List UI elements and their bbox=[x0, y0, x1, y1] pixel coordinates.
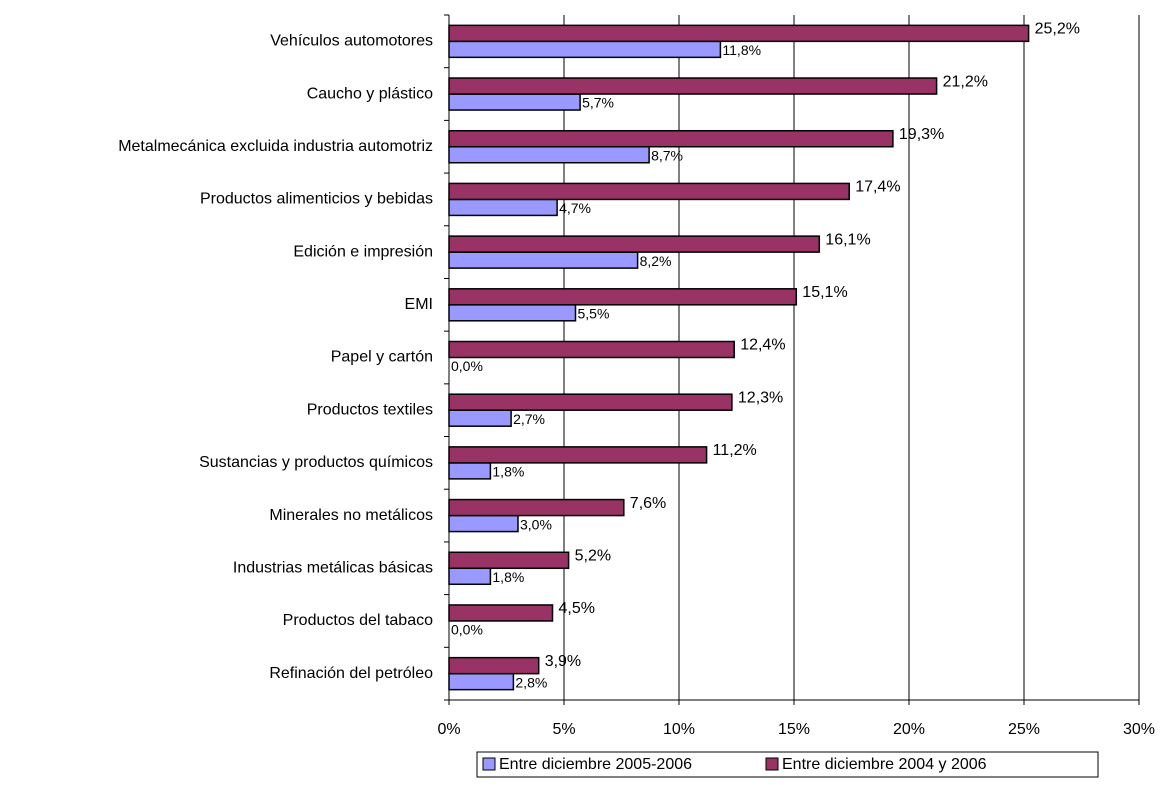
bar bbox=[448, 672, 515, 691]
legend-swatch bbox=[482, 757, 496, 771]
x-tick-label: 20% bbox=[893, 721, 925, 738]
x-tick-label: 30% bbox=[1123, 721, 1155, 738]
y-tick-label: Productos textiles bbox=[307, 401, 433, 418]
y-tick-label: Metalmecánica excluida industria automot… bbox=[118, 138, 433, 155]
y-tick-label: Vehículos automotores bbox=[270, 33, 433, 50]
value-label: 7,6% bbox=[630, 495, 666, 512]
legend-swatch bbox=[765, 757, 779, 771]
value-label: 12,3% bbox=[738, 389, 783, 406]
y-tick-label: Sustancias y productos químicos bbox=[199, 454, 433, 471]
x-tick-label: 25% bbox=[1008, 721, 1040, 738]
value-label: 1,8% bbox=[492, 569, 524, 585]
bar bbox=[448, 198, 558, 217]
value-label: 2,7% bbox=[513, 411, 545, 427]
value-label: 0,0% bbox=[451, 358, 483, 374]
value-label: 12,4% bbox=[740, 337, 785, 354]
value-label: 4,5% bbox=[559, 600, 595, 617]
value-label: 8,7% bbox=[651, 147, 683, 163]
x-tick-label: 10% bbox=[663, 721, 695, 738]
bar bbox=[448, 393, 733, 411]
value-label: 11,2% bbox=[713, 442, 757, 459]
bar bbox=[448, 24, 1030, 43]
x-tick-label: 0% bbox=[437, 721, 460, 738]
y-tick-label: Industrias metálicas básicas bbox=[233, 559, 433, 576]
bar bbox=[448, 340, 735, 359]
value-label: 25,2% bbox=[1035, 21, 1080, 38]
y-tick-label: Minerales no metálicos bbox=[269, 507, 433, 524]
value-label: 0,0% bbox=[451, 622, 483, 638]
value-label: 3,0% bbox=[520, 516, 552, 532]
bar bbox=[448, 656, 540, 675]
bar bbox=[448, 498, 625, 517]
y-tick-label: Refinación del petróleo bbox=[269, 665, 433, 682]
bar bbox=[448, 288, 798, 306]
value-label: 3,9% bbox=[545, 653, 581, 670]
x-tick-label: 15% bbox=[778, 721, 810, 738]
bar bbox=[448, 304, 577, 322]
bar bbox=[448, 40, 722, 59]
bar bbox=[448, 235, 821, 253]
bar bbox=[448, 182, 850, 201]
y-tick-label: Edición e impresión bbox=[293, 243, 433, 260]
value-label: 5,7% bbox=[582, 95, 614, 111]
value-label: 17,4% bbox=[855, 179, 900, 196]
value-label: 15,1% bbox=[802, 284, 847, 301]
value-label: 19,3% bbox=[899, 126, 944, 143]
value-label: 8,2% bbox=[640, 253, 672, 269]
bar bbox=[448, 514, 519, 533]
bar bbox=[448, 93, 581, 111]
value-label: 16,1% bbox=[825, 231, 870, 248]
bar bbox=[448, 567, 492, 586]
y-tick-label: Caucho y plástico bbox=[307, 85, 433, 102]
bar bbox=[448, 129, 894, 148]
y-tick-label: Papel y cartón bbox=[331, 349, 433, 366]
legend-box bbox=[476, 751, 1099, 778]
value-label: 5,2% bbox=[575, 547, 611, 564]
legend-label: Entre diciembre 2004 y 2006 bbox=[782, 756, 987, 773]
value-label: 2,8% bbox=[515, 674, 547, 690]
y-tick-label: EMI bbox=[405, 296, 433, 313]
bar bbox=[448, 551, 570, 570]
legend-label: Entre diciembre 2005-2006 bbox=[499, 756, 692, 773]
bar bbox=[448, 145, 650, 164]
bar bbox=[448, 77, 938, 95]
bar bbox=[448, 409, 512, 427]
value-label: 1,8% bbox=[492, 464, 524, 480]
value-label: 11,8% bbox=[722, 42, 761, 58]
bar bbox=[448, 604, 554, 622]
bar bbox=[448, 462, 492, 480]
bar bbox=[448, 446, 708, 464]
y-tick-label: Productos del tabaco bbox=[283, 612, 433, 629]
value-label: 21,2% bbox=[943, 73, 988, 90]
x-tick-label: 5% bbox=[552, 721, 575, 738]
value-label: 5,5% bbox=[578, 306, 610, 322]
bar bbox=[448, 251, 639, 269]
y-tick-label: Productos alimenticios y bebidas bbox=[200, 191, 433, 208]
value-label: 4,7% bbox=[559, 200, 591, 216]
